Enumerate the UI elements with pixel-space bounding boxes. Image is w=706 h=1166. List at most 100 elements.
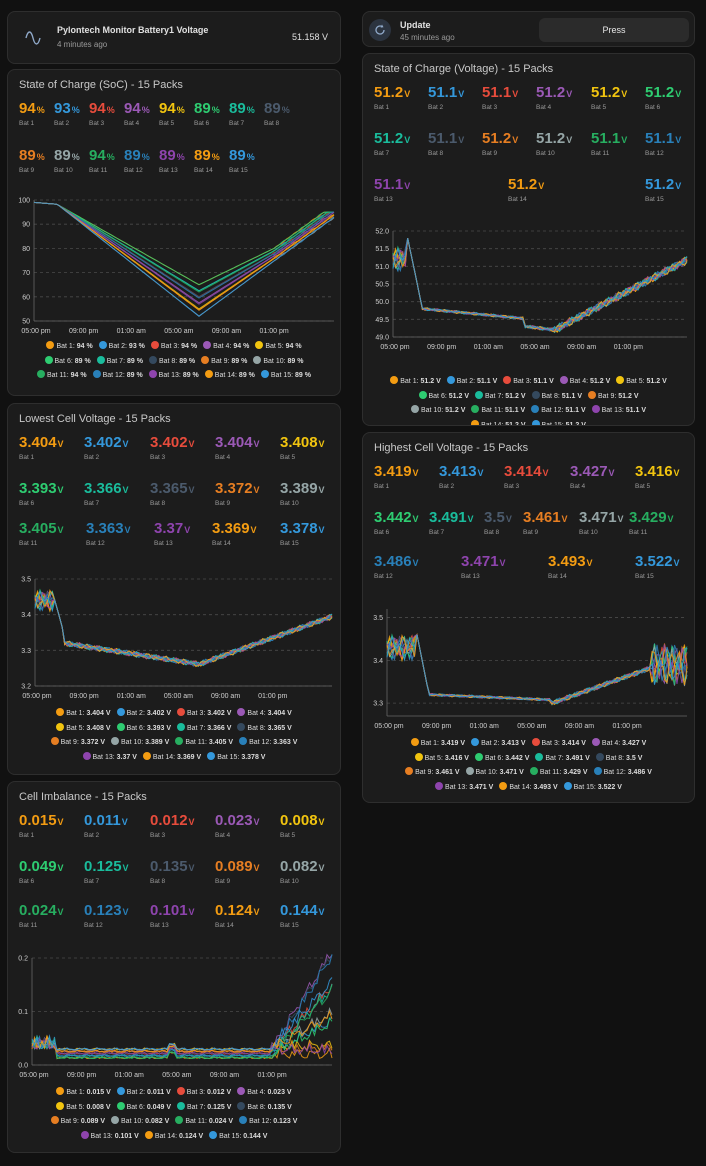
legend-item-bat-14[interactable]: Bat 14: 0.124 V [144,1130,203,1145]
entity-bat-3[interactable]: 0.012V Bat 3 [150,813,195,840]
legend-item-bat-12[interactable]: Bat 12: 3.486 V [593,766,652,781]
legend-item-bat-9[interactable]: Bat 9: 51.2 V [588,390,639,405]
entity-bat-15[interactable]: 0.144V Bat 15 [280,903,325,930]
legend-item-bat-2[interactable]: Bat 2: 51.1 V [446,375,497,390]
legend-item-bat-6[interactable]: Bat 6: 51.2 V [418,390,469,405]
legend-item-bat-2[interactable]: Bat 2: 3.413 V [471,737,526,752]
entity-bat-5[interactable]: 94% Bat 5 [159,101,185,128]
legend-item-bat-3[interactable]: Bat 3: 94 % [150,340,197,355]
entity-bat-10[interactable]: 3.471V Bat 10 [579,510,624,537]
legend-item-bat-3[interactable]: Bat 3: 51.1 V [503,375,554,390]
legend-item-bat-4[interactable]: Bat 4: 3.404 V [237,707,292,722]
legend-item-bat-12[interactable]: Bat 12: 0.123 V [239,1115,297,1130]
entity-bat-5[interactable]: 51.2V Bat 5 [591,85,627,112]
legend-item-bat-9[interactable]: Bat 9: 0.089 V [50,1115,105,1130]
entity-bat-1[interactable]: 51.2V Bat 1 [374,85,410,112]
entity-bat-1[interactable]: 0.015V Bat 1 [19,813,64,840]
legend-item-bat-10[interactable]: Bat 10: 0.082 V [111,1115,169,1130]
legend-item-bat-1[interactable]: Bat 1: 0.015 V [56,1086,111,1101]
entity-bat-3[interactable]: 94% Bat 3 [89,101,115,128]
legend-item-bat-10[interactable]: Bat 10: 89 % [253,355,303,370]
legend-item-bat-5[interactable]: Bat 5: 3.416 V [414,752,469,767]
legend-item-bat-15[interactable]: Bat 15: 0.144 V [209,1130,267,1145]
legend-item-bat-2[interactable]: Bat 2: 0.011 V [116,1086,171,1101]
legend-item-bat-11[interactable]: Bat 11: 0.024 V [175,1115,233,1130]
legend-item-bat-7[interactable]: Bat 7: 51.2 V [475,390,526,405]
entity-bat-1[interactable]: 3.404V Bat 1 [19,435,64,462]
entity-bat-12[interactable]: 89% Bat 12 [124,148,150,175]
legend-item-bat-7[interactable]: Bat 7: 0.125 V [177,1101,231,1116]
legend-item-bat-7[interactable]: Bat 7: 3.366 V [177,722,231,737]
entity-bat-11[interactable]: 3.405V Bat 11 [19,521,64,548]
entity-bat-1[interactable]: 3.419V Bat 1 [374,464,419,491]
entity-bat-6[interactable]: 89% Bat 6 [194,101,220,128]
legend-item-bat-5[interactable]: Bat 5: 3.408 V [56,722,111,737]
entity-bat-2[interactable]: 3.402V Bat 2 [84,435,129,462]
entity-bat-4[interactable]: 94% Bat 4 [124,101,150,128]
legend-item-bat-8[interactable]: Bat 8: 3.365 V [237,722,292,737]
legend-item-bat-11[interactable]: Bat 11: 94 % [36,369,87,384]
entity-bat-6[interactable]: 51.2V Bat 6 [645,85,681,112]
entity-bat-9[interactable]: 3.461V Bat 9 [523,510,568,537]
legend-item-bat-8[interactable]: Bat 8: 51.1 V [531,390,582,405]
entity-bat-9[interactable]: 3.372V Bat 9 [215,481,260,508]
entity-bat-14[interactable]: 3.493V Bat 14 [548,554,593,581]
entity-bat-12[interactable]: 3.486V Bat 12 [374,554,419,581]
legend-item-bat-1[interactable]: Bat 1: 94 % [46,340,93,355]
legend-item-bat-3[interactable]: Bat 3: 3.414 V [531,737,586,752]
legend-item-bat-15[interactable]: Bat 15: 51.2 V [531,419,586,425]
legend-item-bat-13[interactable]: Bat 13: 3.471 V [435,781,493,796]
entity-bat-12[interactable]: 3.363V Bat 12 [86,521,131,548]
legend-item-bat-5[interactable]: Bat 5: 0.008 V [56,1101,111,1116]
legend-item-bat-15[interactable]: Bat 15: 89 % [260,369,311,384]
entity-bat-9[interactable]: 0.089V Bat 9 [215,859,260,886]
legend-item-bat-4[interactable]: Bat 4: 3.427 V [591,737,646,752]
entity-bat-5[interactable]: 3.416V Bat 5 [635,464,680,491]
entity-bat-13[interactable]: 89% Bat 13 [159,148,185,175]
entity-bat-13[interactable]: 3.471V Bat 13 [461,554,506,581]
entity-bat-3[interactable]: 51.1V Bat 3 [482,85,518,112]
entity-bat-2[interactable]: 3.413V Bat 2 [439,464,484,491]
entity-bat-11[interactable]: 94% Bat 11 [89,148,115,175]
legend-item-bat-5[interactable]: Bat 5: 51.2 V [616,375,667,390]
legend-item-bat-1[interactable]: Bat 1: 3.404 V [56,707,111,722]
legend-item-bat-10[interactable]: Bat 10: 3.389 V [111,736,169,751]
legend-item-bat-10[interactable]: Bat 10: 3.471 V [465,766,524,781]
entity-bat-8[interactable]: 0.135V Bat 8 [150,859,195,886]
entity-bat-10[interactable]: 89% Bat 10 [54,148,80,175]
legend-item-bat-14[interactable]: Bat 14: 3.369 V [142,751,201,766]
legend-item-bat-14[interactable]: Bat 14: 51.2 V [471,419,526,425]
legend-item-bat-6[interactable]: Bat 6: 89 % [44,355,91,370]
legend-item-bat-5[interactable]: Bat 5: 94 % [255,340,302,355]
entity-bat-1[interactable]: 94% Bat 1 [19,101,45,128]
entity-bat-2[interactable]: 0.011V Bat 2 [84,813,128,840]
legend-item-bat-3[interactable]: Bat 3: 3.402 V [177,707,231,722]
entity-bat-10[interactable]: 51.2V Bat 10 [536,131,572,158]
legend-item-bat-11[interactable]: Bat 11: 3.429 V [529,766,588,781]
entity-bat-12[interactable]: 0.123V Bat 12 [84,903,129,930]
entity-bat-15[interactable]: 51.2V Bat 15 [645,177,681,204]
legend-item-bat-9[interactable]: Bat 9: 3.372 V [50,736,105,751]
legend-item-bat-9[interactable]: Bat 9: 89 % [201,355,247,370]
entity-bat-11[interactable]: 51.1V Bat 11 [591,131,627,158]
legend-item-bat-7[interactable]: Bat 7: 3.491 V [535,752,590,767]
entity-bat-14[interactable]: 0.124V Bat 14 [215,903,260,930]
entity-bat-11[interactable]: 3.429V Bat 11 [629,510,674,537]
entity-bat-8[interactable]: 89% Bat 8 [264,101,290,128]
legend-item-bat-6[interactable]: Bat 6: 3.393 V [116,722,171,737]
legend-item-bat-6[interactable]: Bat 6: 3.442 V [474,752,529,767]
legend-item-bat-6[interactable]: Bat 6: 0.049 V [116,1101,171,1116]
legend-item-bat-12[interactable]: Bat 12: 3.363 V [239,736,297,751]
entity-bat-14[interactable]: 51.2V Bat 14 [508,177,544,204]
legend-item-bat-12[interactable]: Bat 12: 51.1 V [531,404,586,419]
legend-item-bat-10[interactable]: Bat 10: 51.2 V [410,404,465,419]
legend-item-bat-2[interactable]: Bat 2: 3.402 V [116,707,171,722]
entity-bat-15[interactable]: 3.378V Bat 15 [280,521,325,548]
entity-bat-6[interactable]: 0.049V Bat 6 [19,859,64,886]
legend-item-bat-14[interactable]: Bat 14: 89 % [204,369,255,384]
entity-bat-15[interactable]: 3.522V Bat 15 [635,554,680,581]
entity-bat-3[interactable]: 3.414V Bat 3 [504,464,549,491]
legend-item-bat-4[interactable]: Bat 4: 51.2 V [559,375,610,390]
entity-bat-7[interactable]: 3.491V Bat 7 [429,510,474,537]
entity-bat-9[interactable]: 89% Bat 9 [19,148,45,175]
